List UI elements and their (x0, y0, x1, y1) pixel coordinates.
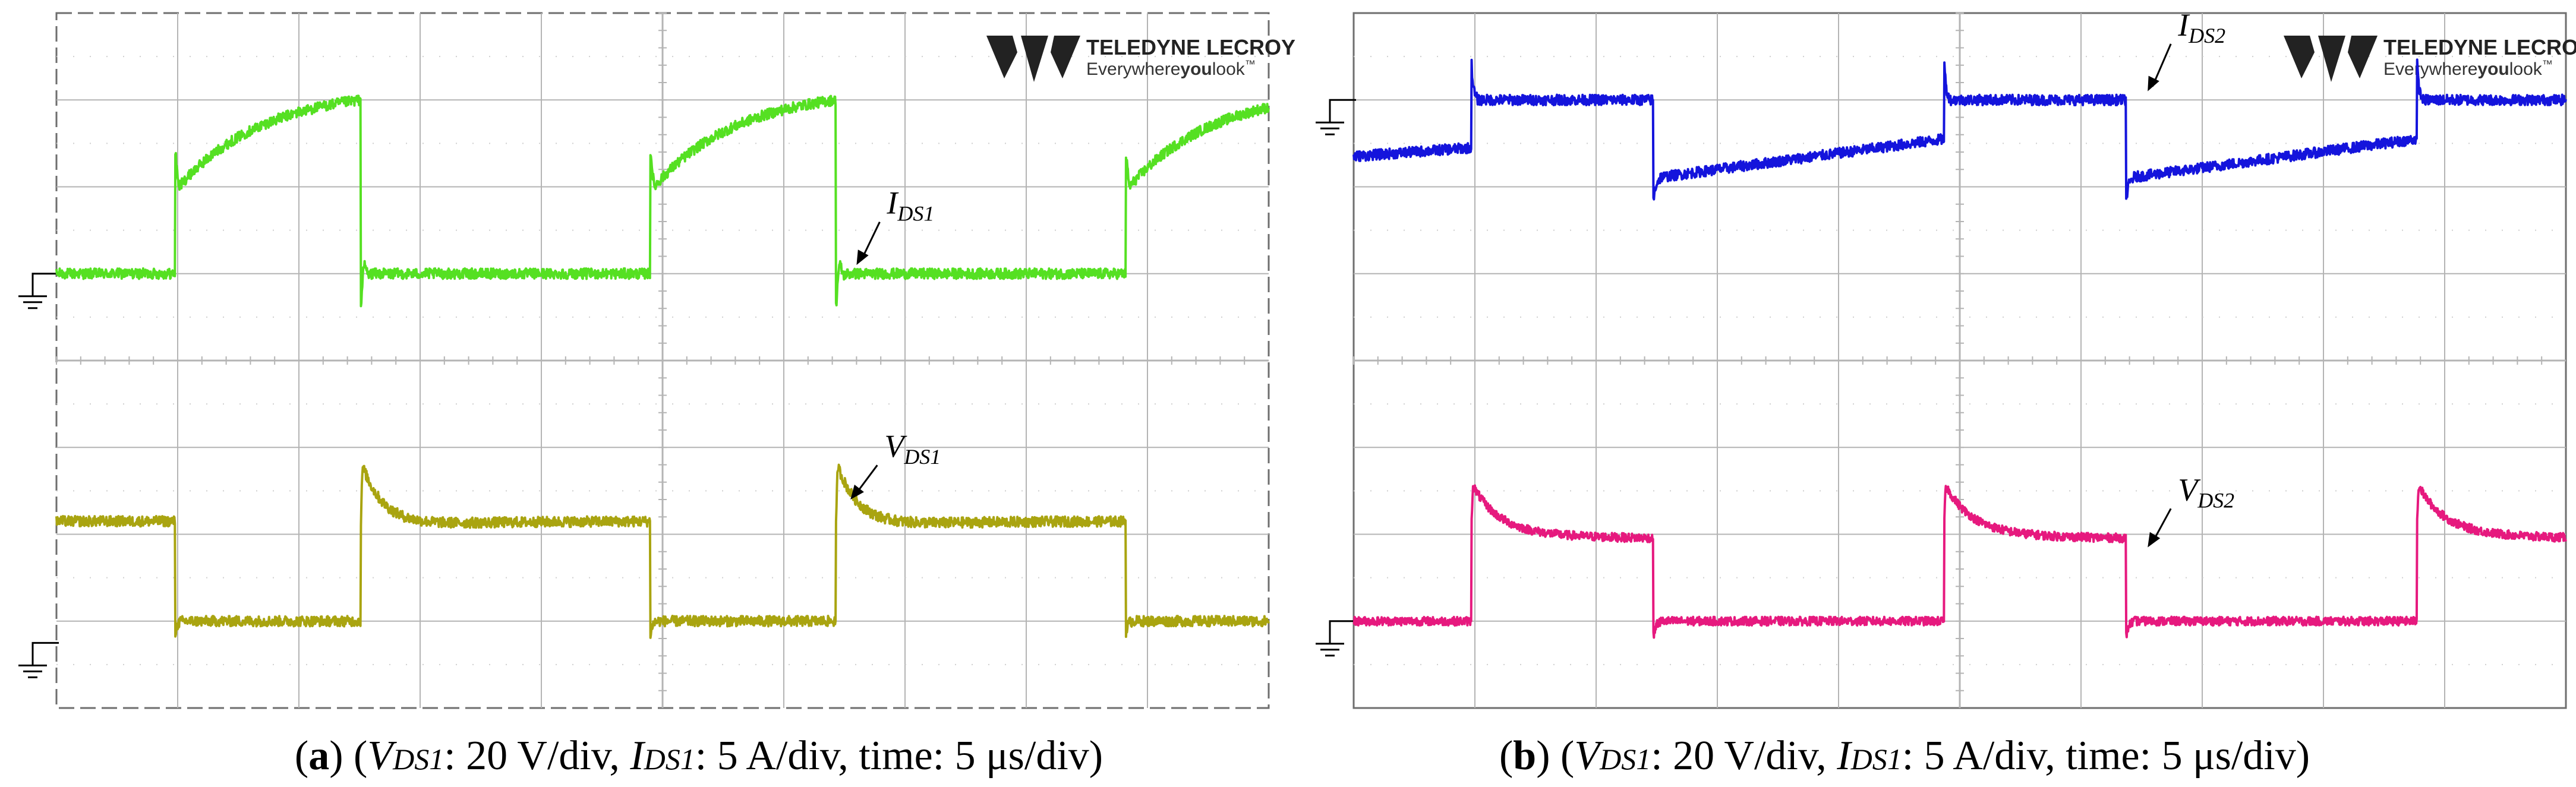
ground-marker-icon (18, 273, 59, 309)
brand-name: TELEDYNE LECROY (1086, 35, 1295, 59)
label-arrow-head-icon (2148, 75, 2159, 91)
label-arrow-head-icon (856, 249, 869, 266)
brand-slogan: Everywhereyoulook™ (2383, 58, 2553, 79)
caption-a: (a) (VDS1: 20 V/div, IDS1: 5 A/div, time… (295, 733, 1103, 779)
caption-b: (b) (VDS1: 20 V/div, IDS1: 5 A/div, time… (1499, 733, 2310, 779)
trace-vds1 (55, 463, 1270, 639)
label-arrow-head-icon (2148, 532, 2161, 548)
channel-label-ids2: IDS2 (2177, 7, 2225, 48)
channel-label-vds2: VDS2 (2178, 472, 2234, 512)
channel-label-ids1: IDS1 (886, 185, 934, 226)
teledyne-logo-icon (2284, 36, 2378, 82)
trace-ids1 (55, 94, 1270, 308)
ground-marker-icon (1316, 620, 1356, 657)
channel-label-vds1: VDS1 (884, 428, 941, 469)
ground-marker-icon (18, 641, 59, 678)
label-arrow-head-icon (850, 484, 864, 500)
brand-name: TELEDYNE LECROY (2383, 35, 2576, 59)
trace-vds2 (1352, 484, 2567, 639)
teledyne-logo-icon (986, 36, 1080, 82)
trace-ids2 (1352, 58, 2567, 201)
ground-marker-icon (1316, 99, 1356, 135)
brand-slogan: Everywhereyoulook™ (1086, 58, 1256, 79)
